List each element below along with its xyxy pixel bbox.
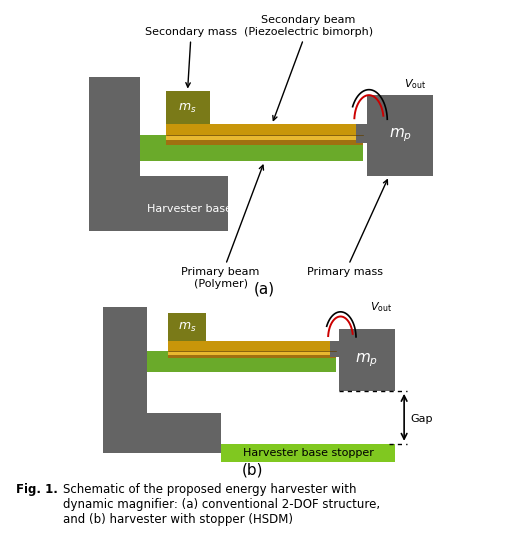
Bar — [168, 351, 336, 355]
Bar — [221, 444, 395, 462]
Bar — [166, 91, 209, 124]
Bar — [103, 413, 221, 453]
Text: Fig. 1.: Fig. 1. — [16, 483, 58, 496]
Bar — [88, 176, 228, 231]
Text: Primary mass: Primary mass — [307, 180, 388, 277]
Text: Gap: Gap — [411, 414, 433, 424]
Bar — [103, 307, 147, 453]
Bar — [166, 124, 363, 135]
Text: $m_s$: $m_s$ — [178, 321, 196, 334]
Text: Secondary mass: Secondary mass — [145, 27, 237, 87]
Bar — [168, 342, 336, 351]
Bar — [88, 77, 140, 231]
Text: Harvester base: Harvester base — [147, 204, 232, 214]
Text: (a): (a) — [254, 282, 275, 296]
Bar — [356, 124, 367, 143]
Bar — [166, 140, 363, 144]
Text: Primary beam
(Polymer): Primary beam (Polymer) — [181, 165, 263, 289]
Text: $m_p$: $m_p$ — [389, 127, 412, 144]
Bar — [166, 135, 363, 141]
Text: $m_s$: $m_s$ — [178, 102, 197, 115]
Text: Schematic of the proposed energy harvester with
dynamic magnifier: (a) conventio: Schematic of the proposed energy harvest… — [63, 483, 380, 526]
Text: Secondary beam
(Piezoelectric bimorph): Secondary beam (Piezoelectric bimorph) — [244, 15, 373, 121]
Bar — [147, 351, 336, 372]
Text: $V_{\rm out}$: $V_{\rm out}$ — [404, 77, 426, 91]
Text: $V_{\rm out}$: $V_{\rm out}$ — [370, 300, 392, 314]
Text: Harvester base stopper: Harvester base stopper — [242, 448, 373, 458]
Bar — [367, 95, 433, 176]
Text: (b): (b) — [241, 463, 263, 478]
Bar — [168, 355, 336, 358]
Text: $m_p$: $m_p$ — [355, 351, 378, 369]
Bar — [140, 136, 363, 161]
Bar — [330, 342, 339, 357]
Bar — [339, 329, 395, 391]
Bar — [168, 313, 206, 342]
